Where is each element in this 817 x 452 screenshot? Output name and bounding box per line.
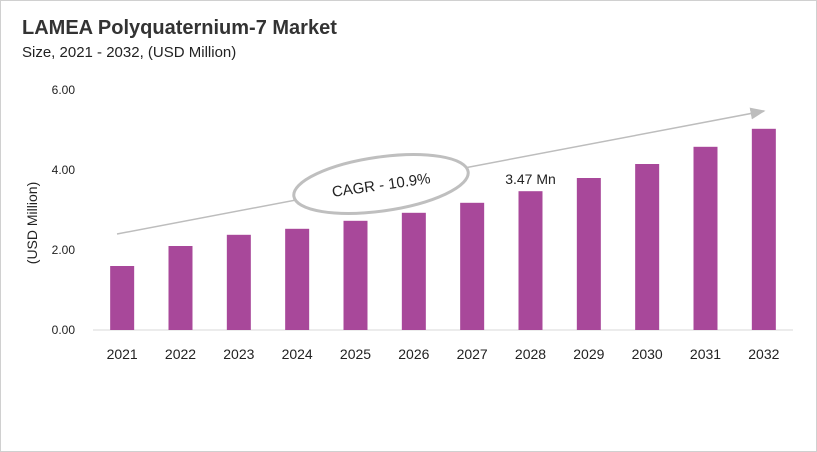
bar-2026 (401, 212, 426, 330)
x-tick-label: 2029 (573, 346, 604, 362)
bar-2028 (518, 191, 543, 330)
chart-subtitle: Size, 2021 - 2032, (USD Million) (22, 44, 237, 61)
x-tick-label: 2021 (107, 346, 138, 362)
x-tick-label: 2028 (515, 346, 546, 362)
bar-2025 (343, 220, 368, 330)
x-tick-label: 2024 (282, 346, 313, 362)
bar-2032 (751, 128, 776, 330)
bar-2029 (576, 178, 601, 330)
data-label-2028: 3.47 Mn (505, 171, 556, 187)
x-tick-label: 2023 (223, 346, 254, 362)
y-tick-label: 2.00 (52, 243, 76, 257)
x-tick-label: 2031 (690, 346, 721, 362)
x-tick-label: 2022 (165, 346, 196, 362)
bar-2030 (635, 164, 660, 330)
y-tick-label: 6.00 (52, 83, 76, 97)
y-tick-label: 0.00 (52, 323, 76, 337)
bar-2022 (168, 246, 193, 330)
bar-2027 (460, 202, 485, 330)
x-tick-label: 2025 (340, 346, 371, 362)
x-tick-label: 2030 (632, 346, 663, 362)
chart-title: LAMEA Polyquaternium-7 Market (22, 17, 337, 39)
bar-2021 (110, 266, 135, 330)
x-tick-label: 2026 (398, 346, 429, 362)
bar-2023 (226, 234, 251, 330)
bar-2031 (693, 146, 718, 330)
x-tick-label: 2027 (457, 346, 488, 362)
bar-2024 (285, 228, 310, 330)
y-tick-label: 4.00 (52, 163, 76, 177)
y-axis-label: (USD Million) (24, 182, 40, 264)
cagr-ellipse (292, 153, 470, 215)
x-tick-label: 2032 (748, 346, 779, 362)
